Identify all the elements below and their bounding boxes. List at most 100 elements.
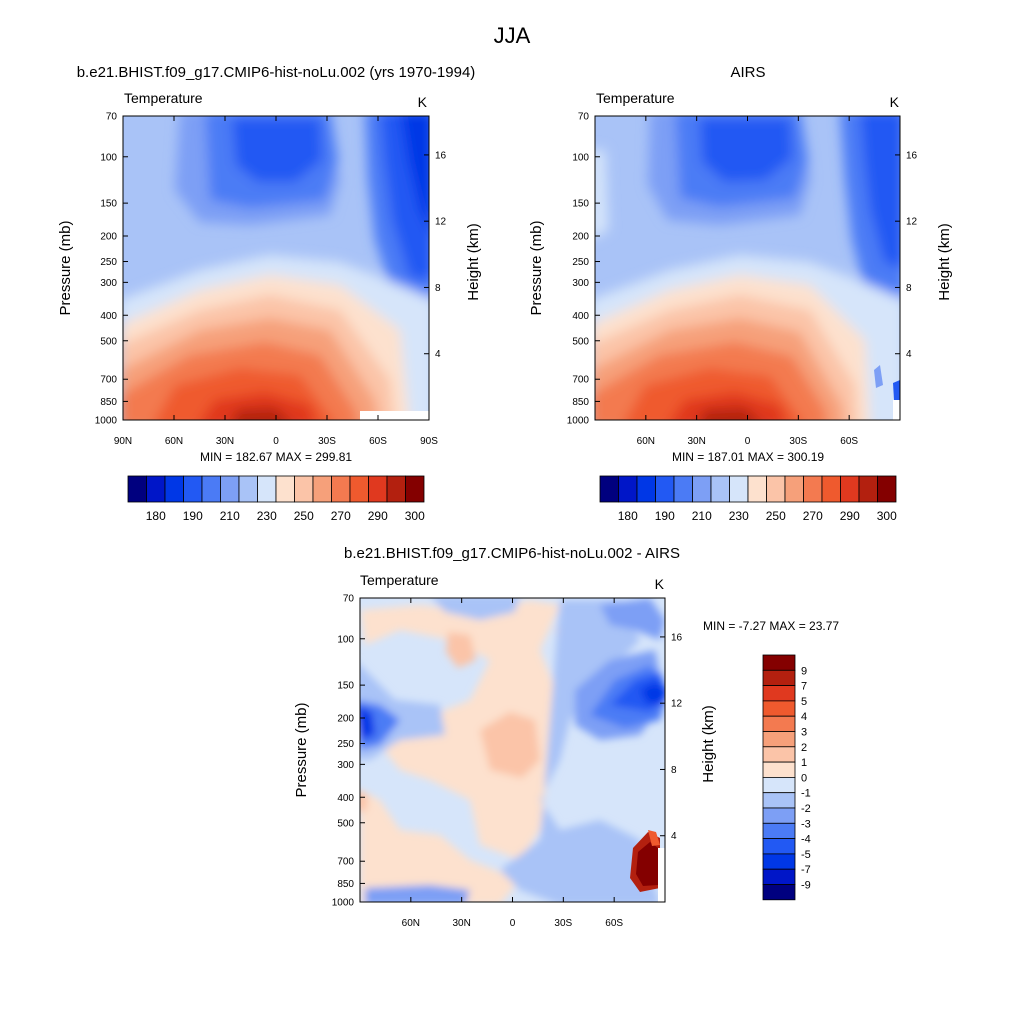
colorbar-label: 4: [801, 711, 807, 723]
colorbar-swatch: [183, 475, 203, 503]
contour-band: [432, 598, 520, 620]
y-tick-label: 1000: [332, 898, 355, 909]
colorbar-label: 230: [729, 509, 749, 523]
y-tick-label: 400: [337, 793, 354, 804]
y2-tick-label: 16: [435, 150, 447, 161]
units-label: K: [418, 94, 428, 110]
y-tick-label: 150: [572, 199, 589, 210]
left-string: Temperature: [596, 90, 675, 106]
y-tick-label: 150: [100, 199, 117, 210]
y-tick-label: 300: [337, 760, 354, 771]
colorbar-swatch: [386, 475, 406, 503]
colorbar-swatch: [201, 475, 221, 503]
y-tick-label: 700: [100, 375, 117, 386]
x-tick-label: 0: [273, 436, 279, 447]
y2-axis-label: Height (km): [465, 223, 482, 301]
y-tick-label: 200: [572, 232, 589, 243]
colorbar-label: 1: [801, 757, 807, 769]
y-axis-label: Pressure (mb): [528, 220, 545, 315]
contour-band: [893, 380, 900, 400]
colorbar-swatch: [368, 475, 388, 503]
y2-tick-label: 16: [906, 150, 918, 161]
colorbar-label: 300: [405, 509, 425, 523]
y2-tick-label: 8: [906, 283, 912, 294]
y2-tick-label: 4: [906, 349, 912, 360]
minmax-label: MIN = 182.67 MAX = 299.81: [200, 450, 352, 464]
contour-band: [233, 408, 288, 420]
minmax-label: MIN = 187.01 MAX = 300.19: [672, 450, 824, 464]
colorbar-swatch: [762, 777, 796, 794]
axes: 70 100 150 200 250 300 400 500 700 850 1000 16 12 8 4 6…: [332, 594, 683, 930]
contour-band: [446, 632, 476, 668]
colorbar-label: -7: [801, 864, 811, 876]
colorbar-label: 250: [766, 509, 786, 523]
y-axis-label: Pressure (mb): [293, 702, 310, 797]
left-string: Temperature: [124, 90, 203, 106]
colorbar-swatch: [762, 700, 796, 717]
contour-band: [365, 885, 470, 902]
y2-axis-label: Height (km): [700, 705, 717, 783]
y-tick-label: 70: [343, 594, 355, 605]
y2-axis-label: Height (km): [936, 223, 953, 301]
x-tick-label: 90S: [420, 436, 438, 447]
colorbar-swatch: [673, 475, 693, 503]
colorbar-label: -2: [801, 803, 811, 815]
x-tick-label: 30S: [554, 918, 572, 929]
colorbar-label: 0: [801, 772, 807, 784]
x-tick-label: 0: [745, 436, 751, 447]
y2-tick-label: 8: [671, 765, 677, 776]
missing-data-area: [893, 400, 900, 420]
colorbar-swatch: [710, 475, 730, 503]
units-label: K: [655, 576, 665, 592]
y-tick-label: 100: [572, 152, 589, 163]
y2-tick-label: 12: [671, 699, 683, 710]
axes: 70 100 150 200 250 300 400 500 700 850 1000 16 12 8 4 9…: [95, 112, 447, 448]
colorbar-swatch: [762, 746, 796, 763]
colorbar-swatch: [821, 475, 841, 503]
colorbar: 180 190 210 230 250 270 290 300: [127, 475, 425, 523]
contour-band: [600, 598, 665, 640]
contour-band: [860, 116, 900, 269]
colorbar-label: -4: [801, 834, 811, 846]
colorbar-swatch: [655, 475, 675, 503]
colorbar-label: 5: [801, 696, 807, 708]
colorbar-swatch: [762, 838, 796, 855]
y-tick-label: 400: [100, 311, 117, 322]
x-tick-label: 60S: [605, 918, 623, 929]
colorbar-label: 270: [331, 509, 351, 523]
contour-band: [360, 600, 560, 860]
panel-title: b.e21.BHIST.f09_g17.CMIP6-hist-noLu.002 …: [344, 545, 680, 562]
colorbar-label: -1: [801, 788, 811, 800]
colorbar-swatch: [220, 475, 240, 503]
colorbar-swatch: [762, 792, 796, 809]
x-tick-label: 60N: [165, 436, 183, 447]
colorbar-swatch: [331, 475, 351, 503]
colorbar-swatch: [858, 475, 878, 503]
y2-tick-label: 8: [435, 283, 441, 294]
colorbar-swatch: [312, 475, 332, 503]
missing-data-area: [360, 411, 429, 420]
colorbar-swatch: [762, 884, 796, 901]
colorbar-label: 7: [801, 681, 807, 693]
y-tick-label: 500: [572, 336, 589, 347]
colorbar-swatch: [762, 807, 796, 824]
colorbar: 180 190 210 230 250 270 290 300: [599, 475, 897, 523]
y-tick-label: 250: [572, 257, 589, 268]
y-tick-label: 200: [100, 232, 117, 243]
contour-band: [201, 392, 315, 420]
colorbar-label: 270: [803, 509, 823, 523]
y2-tick-label: 12: [906, 217, 918, 228]
colorbar-label: 190: [183, 509, 203, 523]
x-tick-label: 30S: [318, 436, 336, 447]
colorbar-swatch: [405, 475, 425, 503]
colorbar-label: 230: [257, 509, 277, 523]
colorbar-label: 180: [146, 509, 166, 523]
contour-band: [360, 707, 375, 740]
left-string: Temperature: [360, 572, 439, 588]
colorbar-label: -9: [801, 880, 811, 892]
panel-airs: AIRS Temperature K: [528, 64, 953, 523]
colorbar-swatch: [692, 475, 712, 503]
x-tick-label: 60N: [402, 918, 420, 929]
contour-band: [360, 790, 520, 902]
